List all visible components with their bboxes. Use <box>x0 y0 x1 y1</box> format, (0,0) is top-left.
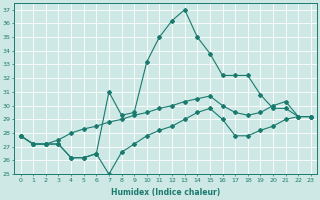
X-axis label: Humidex (Indice chaleur): Humidex (Indice chaleur) <box>111 188 220 197</box>
